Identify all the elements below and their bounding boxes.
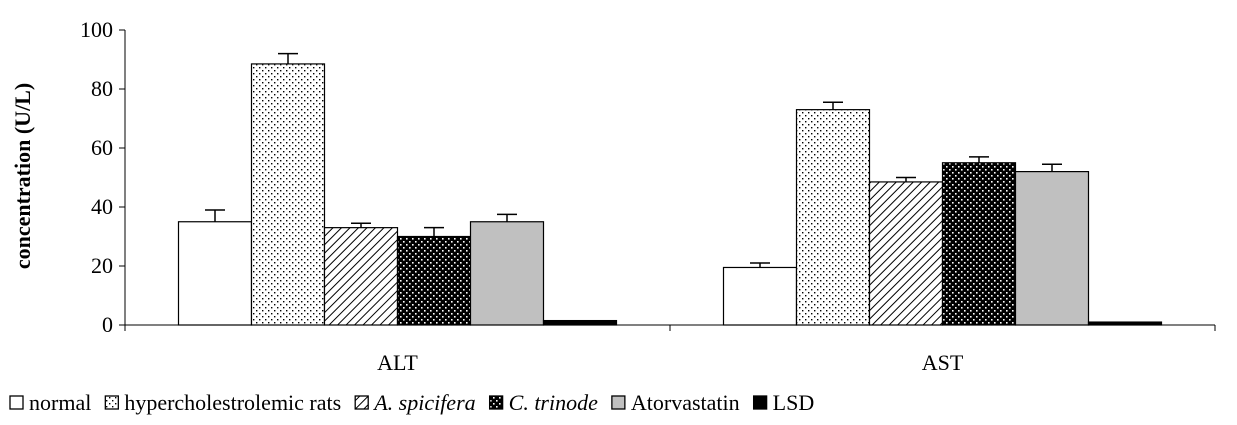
legend-label: Atorvastatin [631,390,740,415]
legend-label: A. spicifera [372,390,475,415]
y-tick-label: 40 [91,194,113,219]
legend-swatch [104,395,119,410]
legend-label: hypercholestrolemic rats [124,390,341,415]
plot-area: 0 20 40 60 80 100 ALT AST [80,17,1216,375]
bar [941,162,1017,326]
legend-label: LSD [773,390,815,415]
y-axis-label: concentration (U/L) [10,83,35,269]
legend-swatch [752,395,768,410]
legend-swatch [488,395,504,410]
legend-label: normal [29,390,91,415]
bar [1087,321,1163,326]
bar [469,221,545,326]
x-category-label: AST [922,350,964,375]
y-tick-label: 0 [102,312,113,337]
bar [250,63,326,326]
legend-label: C. trinode [509,390,598,415]
legend-swatch [354,395,369,410]
bar [542,319,618,326]
legend: normal hypercholestrolemic rats A. spicife… [9,390,815,415]
bar [722,266,798,326]
y-tick-label: 100 [80,17,113,42]
x-category-label: ALT [377,350,418,375]
bar [323,227,399,326]
legend-swatch [611,395,626,410]
bar [795,109,871,326]
y-tick-label: 60 [91,135,113,160]
bar [396,235,472,326]
y-tick-label: 20 [91,253,113,278]
bar [177,221,253,326]
legend-swatch [9,395,24,410]
bar [1014,171,1090,326]
y-tick-label: 80 [91,76,113,101]
bar [868,181,944,326]
